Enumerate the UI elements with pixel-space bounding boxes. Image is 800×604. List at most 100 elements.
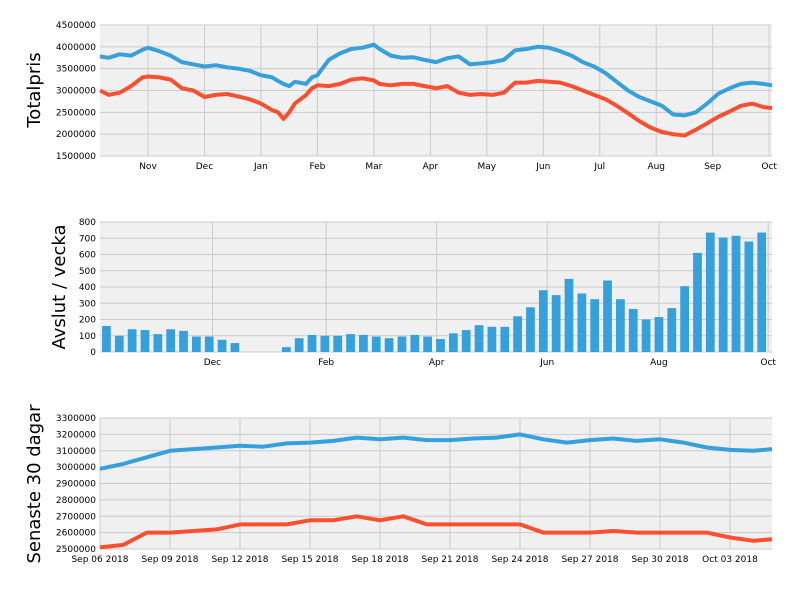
bar xyxy=(590,299,600,352)
x-tick-label: Sep 12 2018 xyxy=(211,555,268,565)
y-tick-label: 300 xyxy=(79,299,96,309)
bar xyxy=(718,237,728,352)
x-tick-label: Sep 06 2018 xyxy=(71,555,128,565)
x-tick-label: Oct xyxy=(761,162,777,172)
x-tick-label: Jun xyxy=(539,358,554,368)
bar xyxy=(281,347,291,352)
bar xyxy=(693,252,702,352)
bar xyxy=(102,326,111,352)
bar xyxy=(628,308,638,352)
y-tick-label: 3200000 xyxy=(56,430,96,440)
x-tick-label: Jun xyxy=(535,162,550,172)
x-tick-label: Feb xyxy=(318,358,334,368)
bar xyxy=(603,280,612,352)
bar xyxy=(217,339,227,352)
bar xyxy=(114,335,124,352)
x-tick-label: Feb xyxy=(309,162,325,172)
series-line-blue xyxy=(99,432,773,471)
x-tick-label: Sep 27 2018 xyxy=(561,555,618,565)
y-tick-label: 3000000 xyxy=(56,463,96,473)
bar xyxy=(513,316,522,352)
series-line-blue xyxy=(99,42,773,118)
bar xyxy=(526,307,535,352)
bar xyxy=(320,335,330,352)
x-tick-label: Sep 15 2018 xyxy=(281,555,338,565)
x-tick-label: Apr xyxy=(429,358,445,368)
y-tick-label: 3500000 xyxy=(56,65,96,75)
bar xyxy=(153,334,163,352)
y-tick-label: 700 xyxy=(79,234,96,244)
x-tick-label: Aug xyxy=(650,358,668,368)
bar xyxy=(140,330,150,352)
bar xyxy=(680,286,689,352)
y-tick-label: 3300000 xyxy=(56,414,96,424)
y-tick-label: 0 xyxy=(90,348,96,358)
x-tick-label: Oct 03 2018 xyxy=(702,555,758,565)
x-tick-label: Jul xyxy=(593,162,605,172)
y-tick-label: 100 xyxy=(79,332,96,342)
x-tick-label: Nov xyxy=(139,162,157,172)
bar xyxy=(410,334,420,352)
bar xyxy=(705,232,715,352)
bar xyxy=(397,336,407,352)
bar xyxy=(307,334,317,352)
y-tick-label: 2500000 xyxy=(56,545,96,555)
bar xyxy=(127,329,137,352)
y-tick-label: 2800000 xyxy=(56,496,96,506)
bar xyxy=(667,308,677,352)
y-tick-label: 4500000 xyxy=(56,21,96,31)
y-tick-label: 2900000 xyxy=(56,480,96,490)
y-tick-label: 2600000 xyxy=(56,529,96,539)
x-tick-label: Oct xyxy=(760,358,776,368)
x-tick-label: Sep xyxy=(704,162,721,172)
x-tick-label: Mar xyxy=(365,162,382,172)
y-tick-label: 2700000 xyxy=(56,512,96,522)
x-tick-label: Sep 09 2018 xyxy=(141,555,198,565)
y-axis-label: Avslut / vecka xyxy=(49,224,70,349)
x-tick-label: Sep 18 2018 xyxy=(351,555,408,565)
bar xyxy=(346,334,355,352)
y-tick-label: 1500000 xyxy=(56,152,96,162)
bar xyxy=(191,336,201,352)
x-tick-label: Sep 24 2018 xyxy=(491,555,548,565)
bar xyxy=(474,325,484,352)
x-tick-label: Dec xyxy=(196,162,213,172)
y-axis-label: Totalpris xyxy=(24,52,45,128)
bar xyxy=(461,330,471,352)
x-tick-label: Sep 30 2018 xyxy=(631,555,688,565)
bar xyxy=(371,336,381,352)
series-line-red xyxy=(99,514,773,550)
y-tick-label: 3100000 xyxy=(56,447,96,457)
y-axis-label: Senaste 30 dagar xyxy=(24,404,45,564)
bar xyxy=(204,336,214,352)
y-tick-label: 200 xyxy=(79,316,96,326)
x-tick-label: Jan xyxy=(253,162,268,172)
y-tick-label: 3000000 xyxy=(56,87,96,97)
bar xyxy=(731,235,741,352)
bar xyxy=(757,232,767,352)
y-tick-label: 800 xyxy=(79,218,96,228)
bar xyxy=(564,278,574,352)
bar xyxy=(436,339,445,352)
bar xyxy=(333,335,343,352)
bar xyxy=(230,343,240,352)
bar xyxy=(179,330,188,352)
bar xyxy=(359,334,368,352)
x-tick-label: Aug xyxy=(647,162,665,172)
bar xyxy=(294,338,304,352)
bar xyxy=(384,338,394,352)
bar xyxy=(538,290,548,352)
y-tick-label: 600 xyxy=(79,251,96,261)
x-tick-label: Apr xyxy=(423,162,439,172)
bar xyxy=(641,319,651,352)
bar xyxy=(166,329,176,352)
x-tick-label: May xyxy=(478,162,497,172)
y-tick-label: 400 xyxy=(79,283,96,293)
bar xyxy=(654,317,664,352)
series-line-red xyxy=(99,74,773,138)
bar xyxy=(448,333,458,352)
y-tick-label: 500 xyxy=(79,267,96,277)
y-tick-label: 4000000 xyxy=(56,43,96,53)
